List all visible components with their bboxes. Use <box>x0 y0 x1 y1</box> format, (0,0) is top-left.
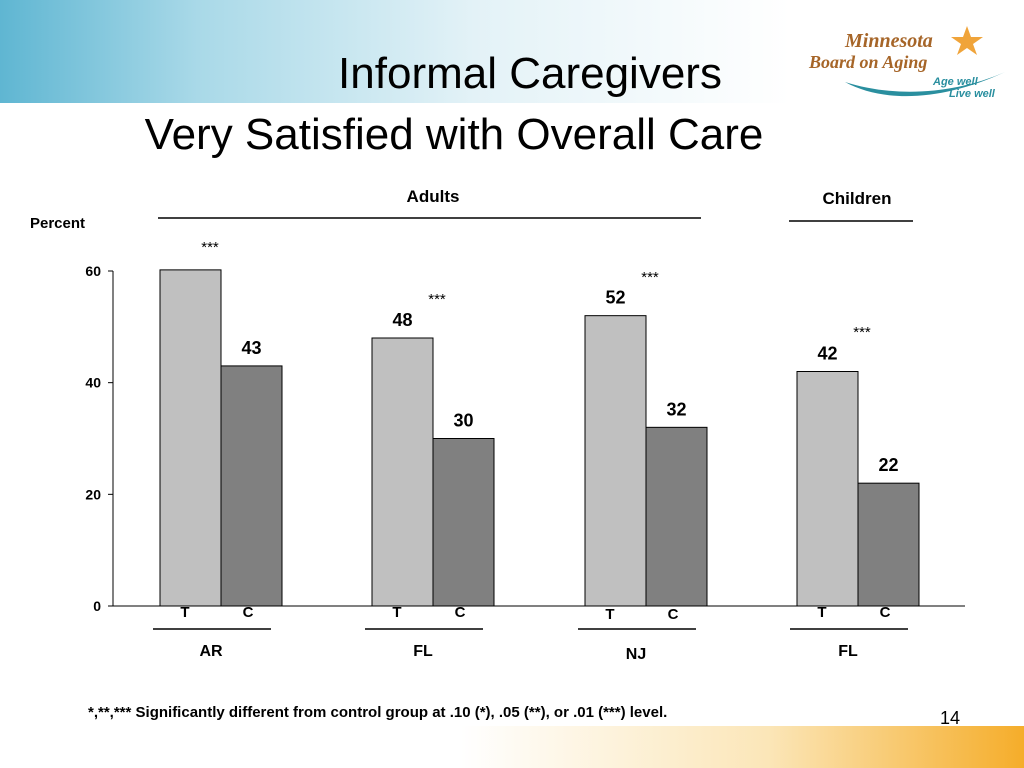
group-state-label: NJ <box>626 646 646 663</box>
bar-category-label-T: T <box>392 604 401 621</box>
bar-category-label-C: C <box>243 604 254 621</box>
y-tick-label: 0 <box>93 598 101 614</box>
slide-title-line2: Very Satisfied with Overall Care <box>144 110 764 159</box>
y-tick-label: 60 <box>85 263 101 279</box>
significance-marker: *** <box>201 239 219 256</box>
bar-T <box>159 269 222 607</box>
bar-C <box>857 482 920 607</box>
minnesota-board-on-aging-logo: Minnesota Board on Aging Age well Live w… <box>805 24 1015 110</box>
slide-title-line1: Informal Caregivers <box>338 49 722 98</box>
bar-category-label-C: C <box>880 604 891 621</box>
bar-category-label-T: T <box>817 604 826 621</box>
significance-marker: *** <box>641 269 659 286</box>
bar-category-label-T: T <box>180 604 189 621</box>
significance-marker: *** <box>853 324 871 341</box>
logo-graphic <box>845 26 1005 97</box>
logo-tagline1: Age well <box>933 76 978 88</box>
logo-swoosh <box>845 72 1005 97</box>
bar-category-label-C: C <box>668 606 679 623</box>
group-state-label: FL <box>838 643 858 660</box>
bar-T <box>796 371 859 607</box>
bar-value-label: 52 <box>605 288 625 308</box>
bar-category-label-T: T <box>605 606 614 623</box>
bar-value-label: 42 <box>817 344 837 364</box>
group-state-label: AR <box>199 643 223 660</box>
bar-T <box>584 315 647 607</box>
y-tick-label: 40 <box>85 375 101 391</box>
logo-tagline2: Live well <box>949 88 995 100</box>
bar-value-label: 48 <box>392 310 412 330</box>
bar-C <box>220 365 283 607</box>
significance-marker: *** <box>428 291 446 308</box>
logo-line1: Minnesota <box>845 30 933 52</box>
bar-C <box>645 426 708 607</box>
bar-value-label: 43 <box>241 338 261 358</box>
y-axis-label: Percent <box>30 215 85 232</box>
bar-value-label: 32 <box>666 399 686 419</box>
significance-footnote: *,**,*** Significantly different from co… <box>88 704 668 721</box>
logo-star-icon <box>951 26 983 55</box>
logo-line2: Board on Aging <box>809 52 928 72</box>
bar-C <box>432 438 495 607</box>
bar-category-label-C: C <box>455 604 466 621</box>
bar-value-label: 22 <box>878 455 898 475</box>
section-label-adults: Adults <box>407 187 460 206</box>
section-label-children: Children <box>823 189 892 208</box>
y-tick-label: 20 <box>85 486 101 502</box>
bar-value-label: 30 <box>453 411 473 431</box>
page-number: 14 <box>940 708 961 728</box>
bar-T <box>371 337 434 607</box>
header-gradient-band <box>0 0 790 103</box>
group-state-label: FL <box>413 643 433 660</box>
footer-gradient-band <box>0 726 1024 768</box>
